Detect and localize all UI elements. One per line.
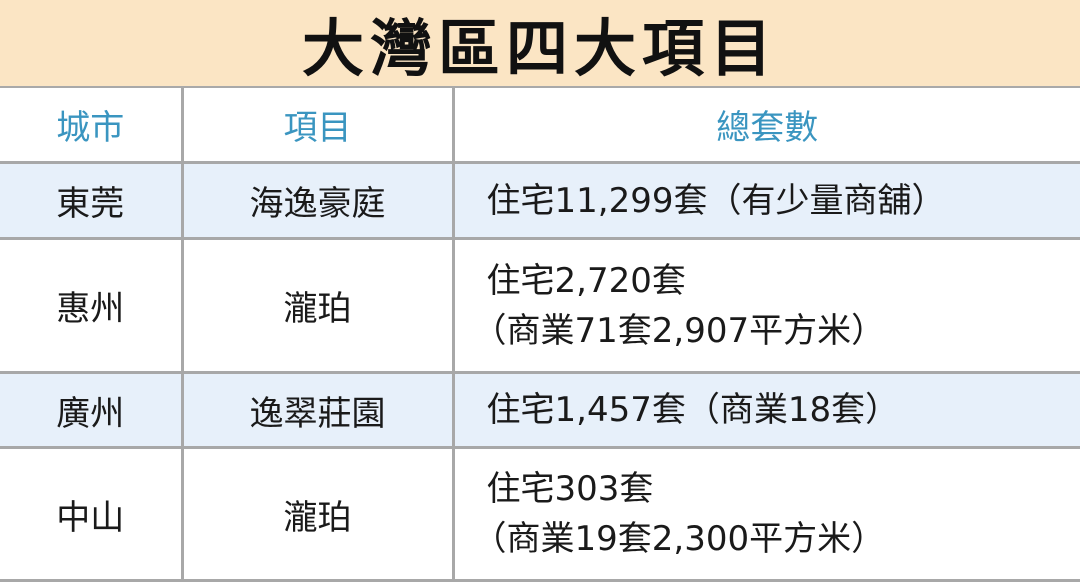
table-row: 廣州 逸翠莊園 住宅1,457套（商業18套） (0, 373, 1080, 448)
table-row: 東莞 海逸豪庭 住宅11,299套（有少量商舖） (0, 163, 1080, 239)
header-city: 城市 (0, 88, 182, 163)
cell-units: 住宅1,457套（商業18套） (453, 373, 1080, 448)
cell-units: 住宅2,720套 （商業71套2,907平方米） (453, 239, 1080, 373)
cell-city: 中山 (0, 448, 182, 581)
cell-units: 住宅11,299套（有少量商舖） (453, 163, 1080, 239)
cell-project: 逸翠莊園 (182, 373, 453, 448)
projects-table: 城市 項目 總套數 東莞 海逸豪庭 住宅11,299套（有少量商舖） 惠州 瀧珀… (0, 88, 1080, 582)
units-line: 住宅2,720套 (487, 256, 1080, 306)
page-title: 大灣區四大項目 (0, 0, 1080, 88)
table-header-row: 城市 項目 總套數 (0, 88, 1080, 163)
units-line: 住宅11,299套（有少量商舖） (487, 176, 1080, 226)
cell-city: 廣州 (0, 373, 182, 448)
header-units: 總套數 (453, 88, 1080, 163)
cell-city: 惠州 (0, 239, 182, 373)
units-line: 住宅1,457套（商業18套） (487, 385, 1080, 435)
cell-project: 瀧珀 (182, 239, 453, 373)
cell-city: 東莞 (0, 163, 182, 239)
cell-units: 住宅303套 （商業19套2,300平方米） (453, 448, 1080, 581)
table-row: 惠州 瀧珀 住宅2,720套 （商業71套2,907平方米） (0, 239, 1080, 373)
cell-project: 瀧珀 (182, 448, 453, 581)
units-line: 住宅303套 (487, 464, 1080, 514)
table-row: 中山 瀧珀 住宅303套 （商業19套2,300平方米） (0, 448, 1080, 581)
header-project: 項目 (182, 88, 453, 163)
units-line: （商業19套2,300平方米） (473, 514, 1080, 564)
cell-project: 海逸豪庭 (182, 163, 453, 239)
units-line: （商業71套2,907平方米） (473, 306, 1080, 356)
